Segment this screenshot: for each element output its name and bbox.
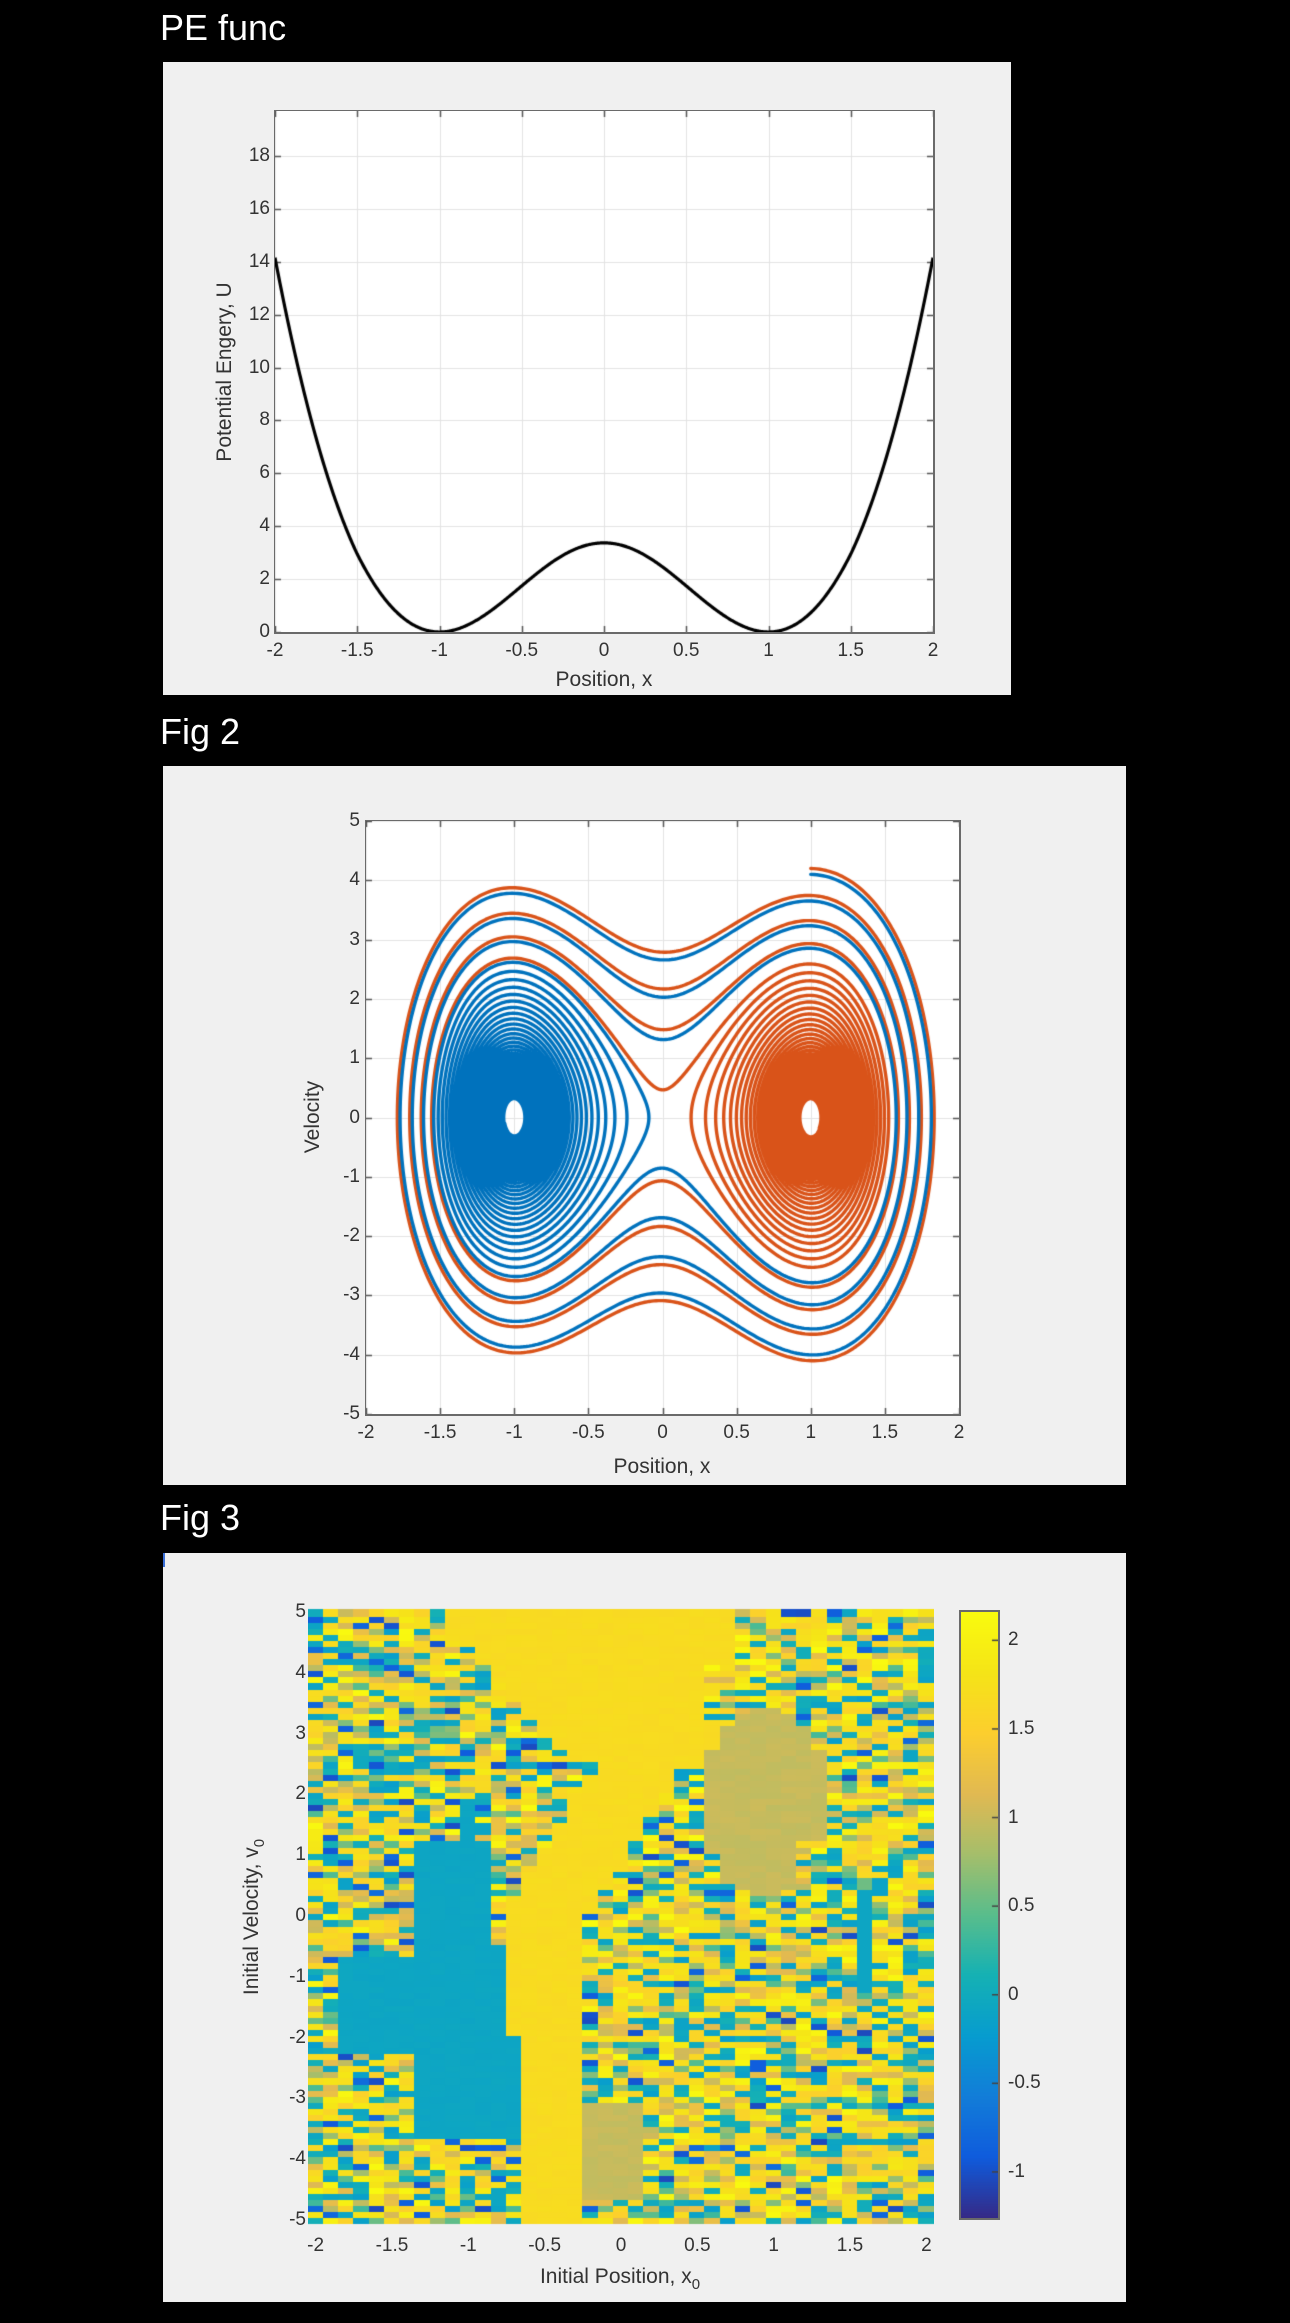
fig3-xtick-label: -1 (459, 2235, 477, 2256)
fig3-colorbar-tick-label: 0 (1008, 1983, 1019, 2005)
fig3-ylabel: Initial Velocity, v0 (240, 1839, 268, 1995)
fig2-ytick-label: 1 (349, 1047, 360, 1069)
fig1-ylabel: Potential Engery, U (213, 282, 236, 462)
fig1-xtick-label: 1 (763, 640, 774, 661)
fig2-ytick-label: -2 (343, 1225, 360, 1247)
fig1-ytick-label: 14 (248, 250, 270, 272)
fig1-xtick-label: -2 (266, 640, 284, 661)
fig3-ytick-label: -5 (289, 2208, 306, 2230)
fig3-xtick-label: 2 (921, 2235, 932, 2256)
fig3-xtick-label: 1.5 (836, 2235, 864, 2256)
fig3-colorbar-tick-label: -0.5 (1008, 2072, 1041, 2094)
fig1-ytick-label: 8 (259, 409, 270, 431)
fig3-colorbar-tick-label: 1 (1008, 1806, 1019, 1828)
fig1-xtick-label: -1 (431, 640, 448, 661)
fig3-ytick-label: -3 (289, 2087, 306, 2109)
fig1-xtick-label: 0.5 (673, 640, 700, 661)
fig2-xtick-label: 2 (953, 1422, 965, 1443)
fig2-ytick-label: 5 (349, 810, 360, 831)
fig2-xtick-label: 1 (805, 1422, 817, 1443)
fig3-heatmap-canvas (308, 1603, 934, 2229)
fig2-ytick-label: -5 (343, 1403, 360, 1424)
fig1-ytick-label: 18 (248, 144, 270, 166)
fig2-ytick-label: -3 (343, 1284, 360, 1306)
fig3-xlabel-sub: 0 (691, 2276, 701, 2293)
fig1-xtick-label: 0 (598, 640, 610, 661)
fig1-ytick-label: 6 (259, 462, 270, 484)
fig3-ylabel-sub: 0 (251, 1838, 268, 1848)
fig2-ytick-label: -1 (343, 1165, 360, 1187)
fig3-title: Fig 3 (160, 1497, 241, 1538)
fig1-xtick-label: -0.5 (505, 640, 539, 661)
fig3-ytick-label: -4 (289, 2148, 306, 2170)
fig1-xtick-label: -1.5 (340, 640, 374, 661)
fig3-xlabel-main: Initial Position, x (539, 2265, 692, 2288)
fig1-xlabel: Position, x (555, 668, 653, 691)
fig3-xlabel: Initial Position, x0 (540, 2265, 700, 2293)
fig3-ytick-label: -2 (289, 2026, 306, 2048)
fig1-plot-canvas (275, 111, 933, 632)
fig2-xtick-label: -1 (505, 1422, 523, 1443)
fig2-ytick-label: 3 (349, 928, 360, 950)
fig2-xtick-label: -1.5 (423, 1422, 457, 1443)
fig1-xtick-label: 1.5 (837, 640, 864, 661)
fig3-ytick-label: 3 (295, 1722, 306, 1744)
fig3-colorbar-tick-label: -1 (1008, 2160, 1025, 2182)
fig3-ytick-label: 4 (295, 1661, 306, 1683)
fig3-ylabel-main: Initial Velocity, v (240, 1847, 263, 1996)
fig3-xtick-label: -2 (307, 2235, 325, 2256)
fig1-ytick-label: 16 (248, 197, 270, 219)
fig2-title: Fig 2 (160, 711, 241, 752)
fig2-ytick-label: 2 (349, 987, 360, 1009)
fig2-ytick-label: 0 (349, 1106, 360, 1128)
fig3-colorbar-tick-label: 2 (1008, 1629, 1019, 1651)
fig1-ytick-label: 12 (248, 303, 270, 325)
fig2-ytick-label: -4 (343, 1343, 360, 1365)
fig3-ytick-label: 2 (295, 1783, 306, 1805)
fig3-xtick-label: -0.5 (528, 2235, 562, 2256)
fig2-xtick-label: -2 (357, 1422, 375, 1443)
fig3-colorbar-tick-label: 0.5 (1008, 1895, 1035, 1917)
fig2-ylabel: Velocity (301, 1080, 324, 1154)
fig3-xtick-label: 1 (768, 2235, 779, 2256)
fig3-xtick-label: 0 (615, 2235, 627, 2256)
fig1-xtick-label: 2 (927, 640, 939, 661)
fig3-ytick-label: -1 (289, 1965, 306, 1987)
fig1-title: PE func (160, 7, 287, 48)
fig1-ytick-label: 2 (259, 568, 270, 590)
fig2-xtick-label: 0.5 (723, 1422, 750, 1443)
fig2-plot-canvas (366, 821, 959, 1414)
fig3-ytick-label: 0 (295, 1905, 306, 1926)
fig3-colorbar-gradient (961, 1612, 998, 2218)
fig3-ytick-label: 5 (295, 1601, 306, 1623)
fig3-xtick-label: -1.5 (375, 2235, 409, 2256)
fig2-xtick-label: -0.5 (572, 1422, 605, 1443)
fig3-colorbar-tick-label: 1.5 (1008, 1717, 1035, 1739)
fig3-ytick-label: 1 (295, 1844, 306, 1866)
fig3-xtick-label: 0.5 (684, 2235, 711, 2256)
fig2-ytick-label: 4 (349, 869, 360, 891)
fig2-xlabel: Position, x (613, 1455, 711, 1478)
fig3-panel-edge-mark (163, 1553, 165, 1567)
fig2-xtick-label: 0 (657, 1422, 668, 1443)
fig1-ytick-label: 0 (259, 621, 270, 642)
fig1-ytick-label: 10 (248, 356, 270, 378)
fig3-colorbar (959, 1610, 1000, 2220)
fig2-xtick-label: 1.5 (871, 1422, 899, 1443)
fig1-ytick-label: 4 (259, 515, 270, 537)
